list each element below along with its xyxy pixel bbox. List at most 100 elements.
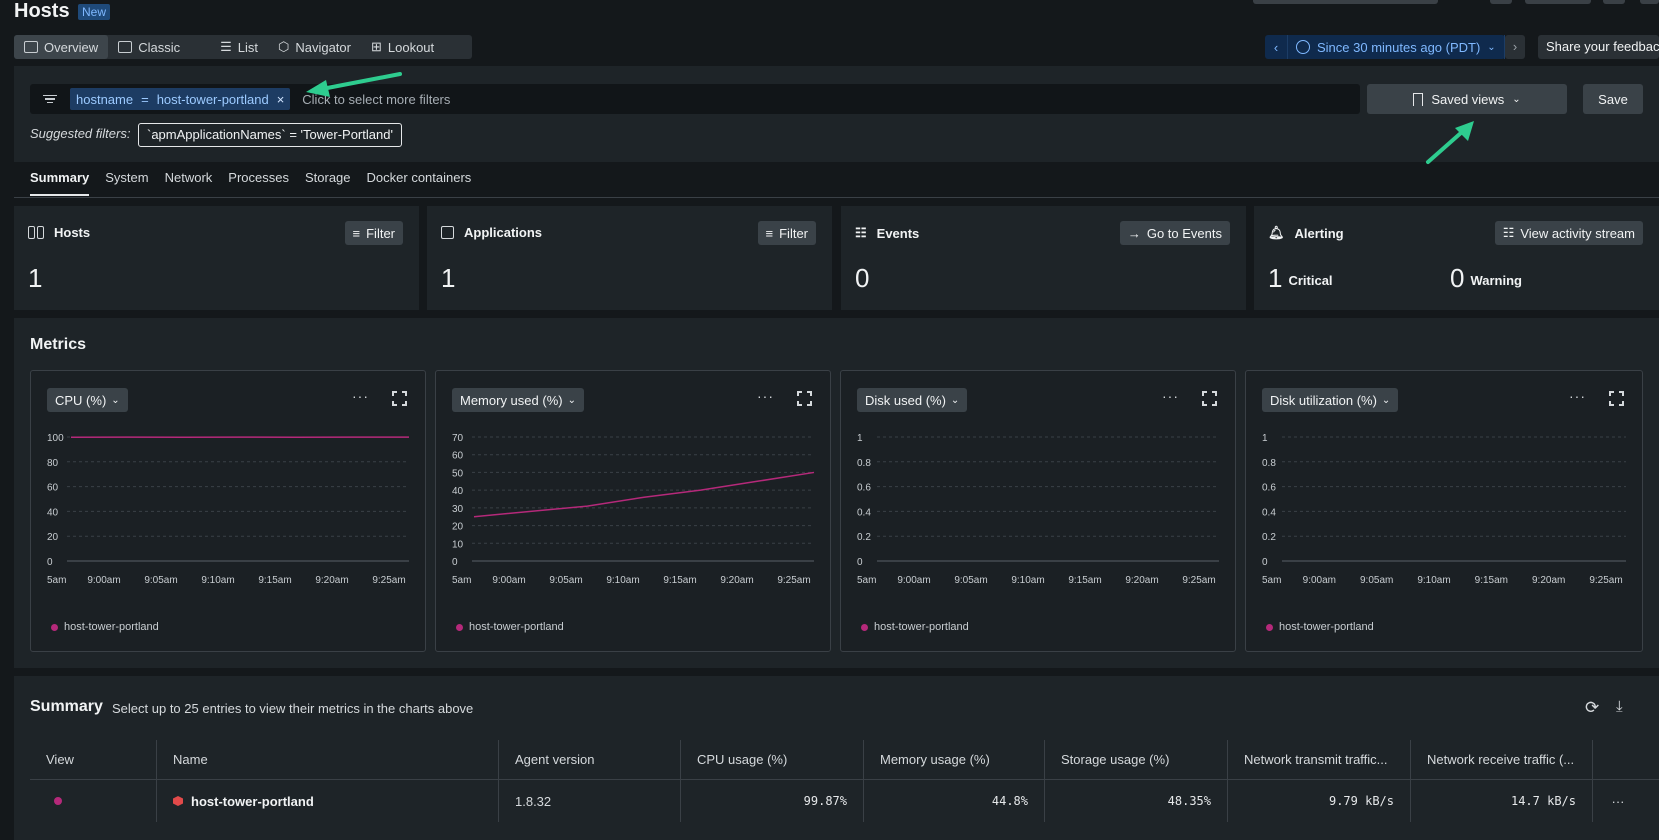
button-label: Go to Events bbox=[1146, 225, 1222, 241]
x-tick-label: 9:20am bbox=[720, 575, 753, 586]
expand-icon[interactable] bbox=[1609, 391, 1624, 406]
view-cell[interactable] bbox=[30, 780, 157, 822]
time-range-selector[interactable]: Since 30 minutes ago (PDT) ⌄ bbox=[1287, 35, 1505, 59]
legend-swatch bbox=[51, 623, 58, 631]
go-to-events-button[interactable]: → Go to Events bbox=[1119, 221, 1230, 245]
y-tick-label: 60 bbox=[47, 483, 59, 494]
refresh-icon[interactable]: ⟳ bbox=[1585, 698, 1600, 717]
column-header-cpu[interactable]: CPU usage (%) bbox=[681, 740, 864, 779]
name-cell[interactable]: host-tower-portland bbox=[157, 780, 499, 822]
view-activity-stream-button[interactable]: ☷ View activity stream bbox=[1494, 221, 1643, 245]
top-toolbar-button[interactable] bbox=[1253, 0, 1438, 4]
events-card: ☷ Events → Go to Events 0 bbox=[841, 206, 1246, 310]
chart-title: CPU (%) bbox=[55, 392, 107, 408]
y-tick-label: 20 bbox=[47, 532, 59, 543]
view-tab-overview[interactable]: Overview bbox=[14, 35, 109, 59]
view-tab-list[interactable]: ☰ List bbox=[210, 35, 268, 59]
view-tab-lookout[interactable]: ⊞ Lookout bbox=[361, 35, 444, 59]
close-icon[interactable]: × bbox=[276, 91, 285, 107]
x-tick-label: 9:00am bbox=[897, 575, 930, 586]
filter-bar[interactable]: hostname = host-tower-portland × Click t… bbox=[30, 84, 1360, 114]
chart-metric-select[interactable]: Disk utilization (%) ⌄ bbox=[1262, 388, 1399, 412]
host-name-link[interactable]: host-tower-portland bbox=[191, 793, 314, 809]
more-options-icon[interactable]: ··· bbox=[1162, 388, 1179, 404]
column-header-network-receive[interactable]: Network receive traffic (... bbox=[1411, 740, 1593, 779]
hosts-card-title: Hosts bbox=[28, 225, 90, 240]
tab-processes[interactable]: Processes bbox=[228, 170, 289, 185]
chart-metric-select[interactable]: Disk used (%) ⌄ bbox=[857, 388, 968, 412]
row-actions-button[interactable]: ··· bbox=[1611, 793, 1625, 809]
legend-label: host-tower-portland bbox=[64, 621, 159, 633]
suggested-filter-chip[interactable]: `apmApplicationNames` = 'Tower-Portland' bbox=[138, 123, 402, 147]
disk-used-chart-card: Disk used (%) ⌄ ··· 1 0.8 0.6 0.4 0.2 0 5am 9:00am… bbox=[840, 370, 1236, 652]
applications-filter-button[interactable]: ≡ Filter bbox=[757, 221, 816, 245]
tab-network[interactable]: Network bbox=[164, 170, 213, 185]
column-header-storage[interactable]: Storage usage (%) bbox=[1045, 740, 1228, 779]
expand-icon[interactable] bbox=[797, 391, 812, 406]
x-tick-label: 9:00am bbox=[492, 575, 525, 586]
column-header-memory[interactable]: Memory usage (%) bbox=[864, 740, 1045, 779]
tab-system[interactable]: System bbox=[105, 170, 149, 185]
x-tick-label: 9:20am bbox=[1125, 575, 1158, 586]
y-tick-label: 0.2 bbox=[857, 532, 871, 543]
chart-legend[interactable]: host-tower-portland bbox=[456, 621, 564, 633]
legend-swatch bbox=[861, 623, 868, 631]
time-picker: ‹ Since 30 minutes ago (PDT) ⌄ bbox=[1265, 35, 1505, 59]
y-tick-label: 40 bbox=[452, 486, 464, 497]
top-toolbar-button[interactable] bbox=[1640, 0, 1659, 4]
section-tabs: Summary System Network Processes Storage… bbox=[30, 170, 471, 196]
tab-storage[interactable]: Storage bbox=[304, 170, 351, 185]
x-tick-label: 9:25am bbox=[1589, 575, 1622, 586]
summary-table: View Name Agent version CPU usage (%) Me… bbox=[30, 740, 1659, 822]
saved-views-button[interactable]: Saved views ⌄ bbox=[1367, 84, 1567, 114]
net-tx-cell: 9.79 kB/s bbox=[1228, 780, 1411, 822]
table-row[interactable]: host-tower-portland 1.8.32 99.87% 44.8% … bbox=[30, 780, 1659, 822]
download-icon[interactable]: ⤓ bbox=[1616, 698, 1623, 715]
warning-count: 0 bbox=[1450, 263, 1465, 293]
hosts-filter-button[interactable]: ≡ Filter bbox=[344, 221, 403, 245]
chart-metric-select[interactable]: CPU (%) ⌄ bbox=[47, 388, 128, 412]
save-button[interactable]: Save bbox=[1583, 84, 1643, 114]
view-tab-classic[interactable]: Classic bbox=[108, 35, 190, 59]
share-feedback-button[interactable]: Share your feedbac bbox=[1538, 35, 1659, 59]
top-toolbar-button[interactable] bbox=[1490, 0, 1512, 4]
chevron-down-icon: ⌄ bbox=[1487, 41, 1496, 53]
time-next-button[interactable]: › bbox=[1505, 35, 1525, 59]
column-header-name[interactable]: Name bbox=[157, 740, 499, 779]
column-header-network-transmit[interactable]: Network transmit traffic... bbox=[1228, 740, 1411, 779]
chart-metric-select[interactable]: Memory used (%) ⌄ bbox=[452, 388, 584, 412]
y-tick-label: 0.8 bbox=[1262, 458, 1276, 469]
y-tick-label: 20 bbox=[452, 522, 464, 533]
expand-icon[interactable] bbox=[1202, 391, 1217, 406]
chart-legend[interactable]: host-tower-portland bbox=[861, 621, 969, 633]
more-options-icon[interactable]: ··· bbox=[757, 388, 774, 404]
x-tick-label: 9:20am bbox=[1532, 575, 1565, 586]
more-options-icon[interactable]: ··· bbox=[352, 388, 369, 404]
filter-chip[interactable]: hostname = host-tower-portland × bbox=[70, 88, 291, 110]
critical-alerts: 1 Critical bbox=[1268, 263, 1333, 294]
x-tick-label: 9:10am bbox=[606, 575, 639, 586]
view-tab-navigator[interactable]: ⬡ Navigator bbox=[268, 35, 361, 59]
expand-icon[interactable] bbox=[392, 391, 407, 406]
column-header-view[interactable]: View bbox=[30, 740, 157, 779]
top-toolbar-button[interactable] bbox=[1603, 0, 1625, 4]
summary-panel bbox=[14, 676, 1659, 840]
chevron-down-icon: ⌄ bbox=[111, 394, 120, 406]
more-options-icon[interactable]: ··· bbox=[1569, 388, 1586, 404]
time-prev-button[interactable]: ‹ bbox=[1273, 39, 1279, 55]
top-toolbar-button[interactable] bbox=[1525, 0, 1591, 4]
y-tick-label: 70 bbox=[452, 433, 464, 444]
dashboard-icon bbox=[24, 41, 38, 53]
tab-docker-containers[interactable]: Docker containers bbox=[366, 170, 472, 185]
tab-summary[interactable]: Summary bbox=[30, 170, 90, 196]
y-tick-label: 40 bbox=[47, 507, 59, 518]
view-tab-label: Lookout bbox=[387, 39, 435, 55]
x-tick-label: 9:05am bbox=[1360, 575, 1393, 586]
chart-legend[interactable]: host-tower-portland bbox=[51, 621, 159, 633]
x-tick-label: 9:05am bbox=[144, 575, 177, 586]
filter-placeholder[interactable]: Click to select more filters bbox=[302, 91, 451, 107]
column-header-agent-version[interactable]: Agent version bbox=[499, 740, 681, 779]
y-tick-label: 0.6 bbox=[857, 483, 871, 494]
y-tick-label: 0 bbox=[47, 557, 53, 568]
chart-legend[interactable]: host-tower-portland bbox=[1266, 621, 1374, 633]
